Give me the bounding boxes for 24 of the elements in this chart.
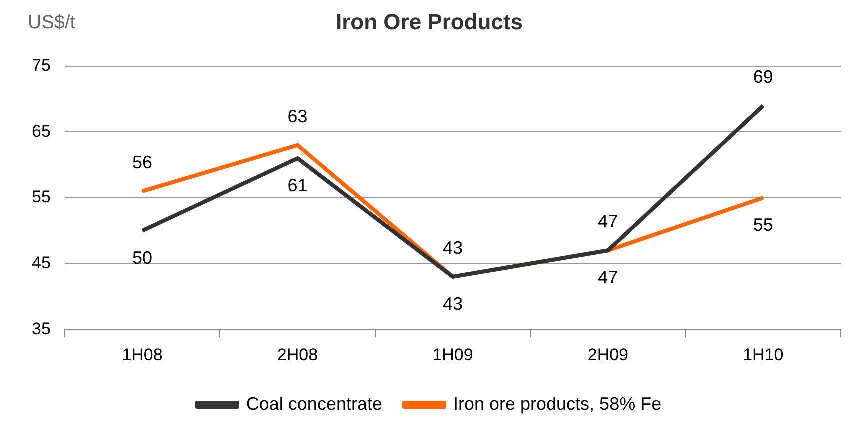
y-tick-label: 35 — [32, 319, 51, 338]
x-tick-label: 1H08 — [122, 345, 163, 364]
data-label: 50 — [132, 248, 153, 268]
legend-label: Coal concentrate — [246, 394, 382, 414]
y-tick-label: 55 — [32, 188, 51, 207]
y-tick-label: 75 — [32, 56, 51, 76]
data-label: 47 — [598, 212, 618, 232]
data-label: 63 — [288, 106, 308, 126]
data-label: 47 — [598, 268, 618, 288]
data-label: 43 — [442, 294, 463, 314]
data-label: 61 — [288, 175, 308, 196]
legend-label: Iron ore products, 58% Fe — [453, 394, 662, 414]
x-tick-label: 1H09 — [432, 345, 474, 364]
y-axis-title: US$/t — [28, 12, 76, 34]
x-tick-label: 2H09 — [588, 345, 628, 364]
data-label: 69 — [753, 66, 774, 87]
chart-title: Iron Ore Products — [336, 9, 524, 34]
data-label: 43 — [442, 238, 463, 258]
data-label: 55 — [753, 214, 774, 235]
data-label: 56 — [132, 152, 153, 172]
x-tick-label: 1H10 — [743, 345, 784, 364]
y-tick-label: 65 — [32, 122, 51, 141]
y-tick-label: 45 — [32, 253, 51, 272]
x-tick-label: 2H08 — [277, 345, 318, 364]
